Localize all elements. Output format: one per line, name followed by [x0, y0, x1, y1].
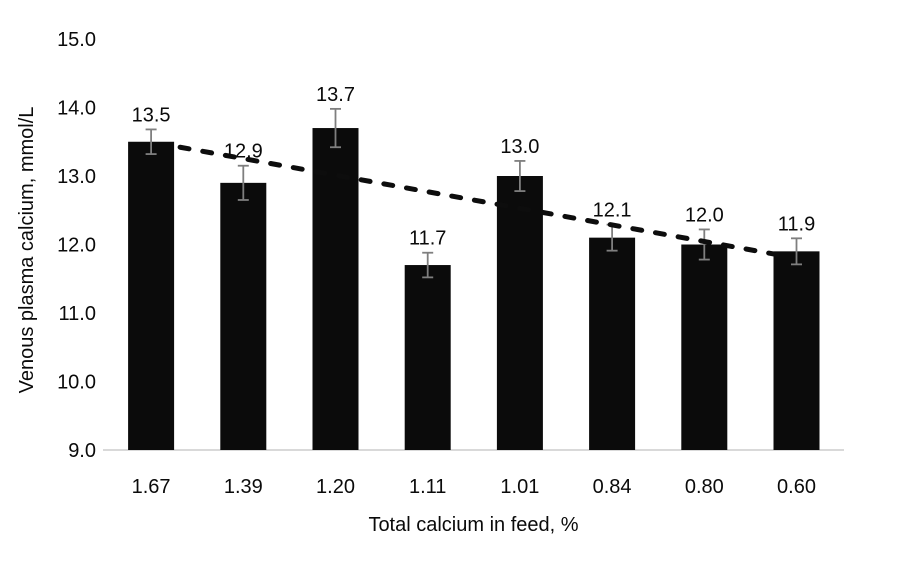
y-tick-label: 15.0	[57, 29, 96, 51]
x-tick-label: 1.39	[224, 476, 263, 498]
bar	[220, 182, 267, 450]
x-axis-title: Total calcium in feed, %	[368, 514, 578, 536]
y-tick-label: 14.0	[57, 98, 96, 120]
bar	[404, 265, 451, 450]
y-tick-label: 10.0	[57, 372, 96, 394]
bar-value-label: 11.9	[778, 213, 815, 235]
x-tick-label: 1.20	[316, 476, 355, 498]
bar	[773, 251, 820, 450]
x-tick-label: 1.11	[409, 476, 446, 498]
bar-value-label: 12.9	[224, 141, 263, 163]
bar-value-label: 12.0	[685, 204, 724, 226]
x-tick-label: 1.01	[500, 476, 539, 498]
y-axis-title: Venous plasma calcium, mmol/L	[16, 107, 38, 394]
y-tick-label: 13.0	[57, 166, 96, 188]
bar	[681, 244, 728, 450]
bar	[312, 128, 359, 451]
bar	[589, 237, 636, 450]
x-tick-label: 0.60	[777, 476, 816, 498]
x-tick-label: 1.67	[132, 476, 171, 498]
bar-value-label: 13.5	[132, 104, 171, 126]
x-tick-label: 0.84	[593, 476, 632, 498]
y-tick-label: 12.0	[57, 235, 96, 257]
y-tick-label: 11.0	[59, 303, 96, 325]
bar-value-label: 13.0	[500, 136, 539, 158]
trendline-dashed	[177, 144, 792, 260]
x-tick-label: 0.80	[685, 476, 724, 498]
bar-value-label: 11.7	[409, 228, 446, 250]
y-tick-label: 9.0	[68, 440, 96, 462]
bar-value-label: 12.1	[593, 200, 632, 222]
bar	[496, 176, 543, 450]
bar-value-label: 13.7	[316, 84, 355, 106]
bar	[128, 141, 175, 450]
